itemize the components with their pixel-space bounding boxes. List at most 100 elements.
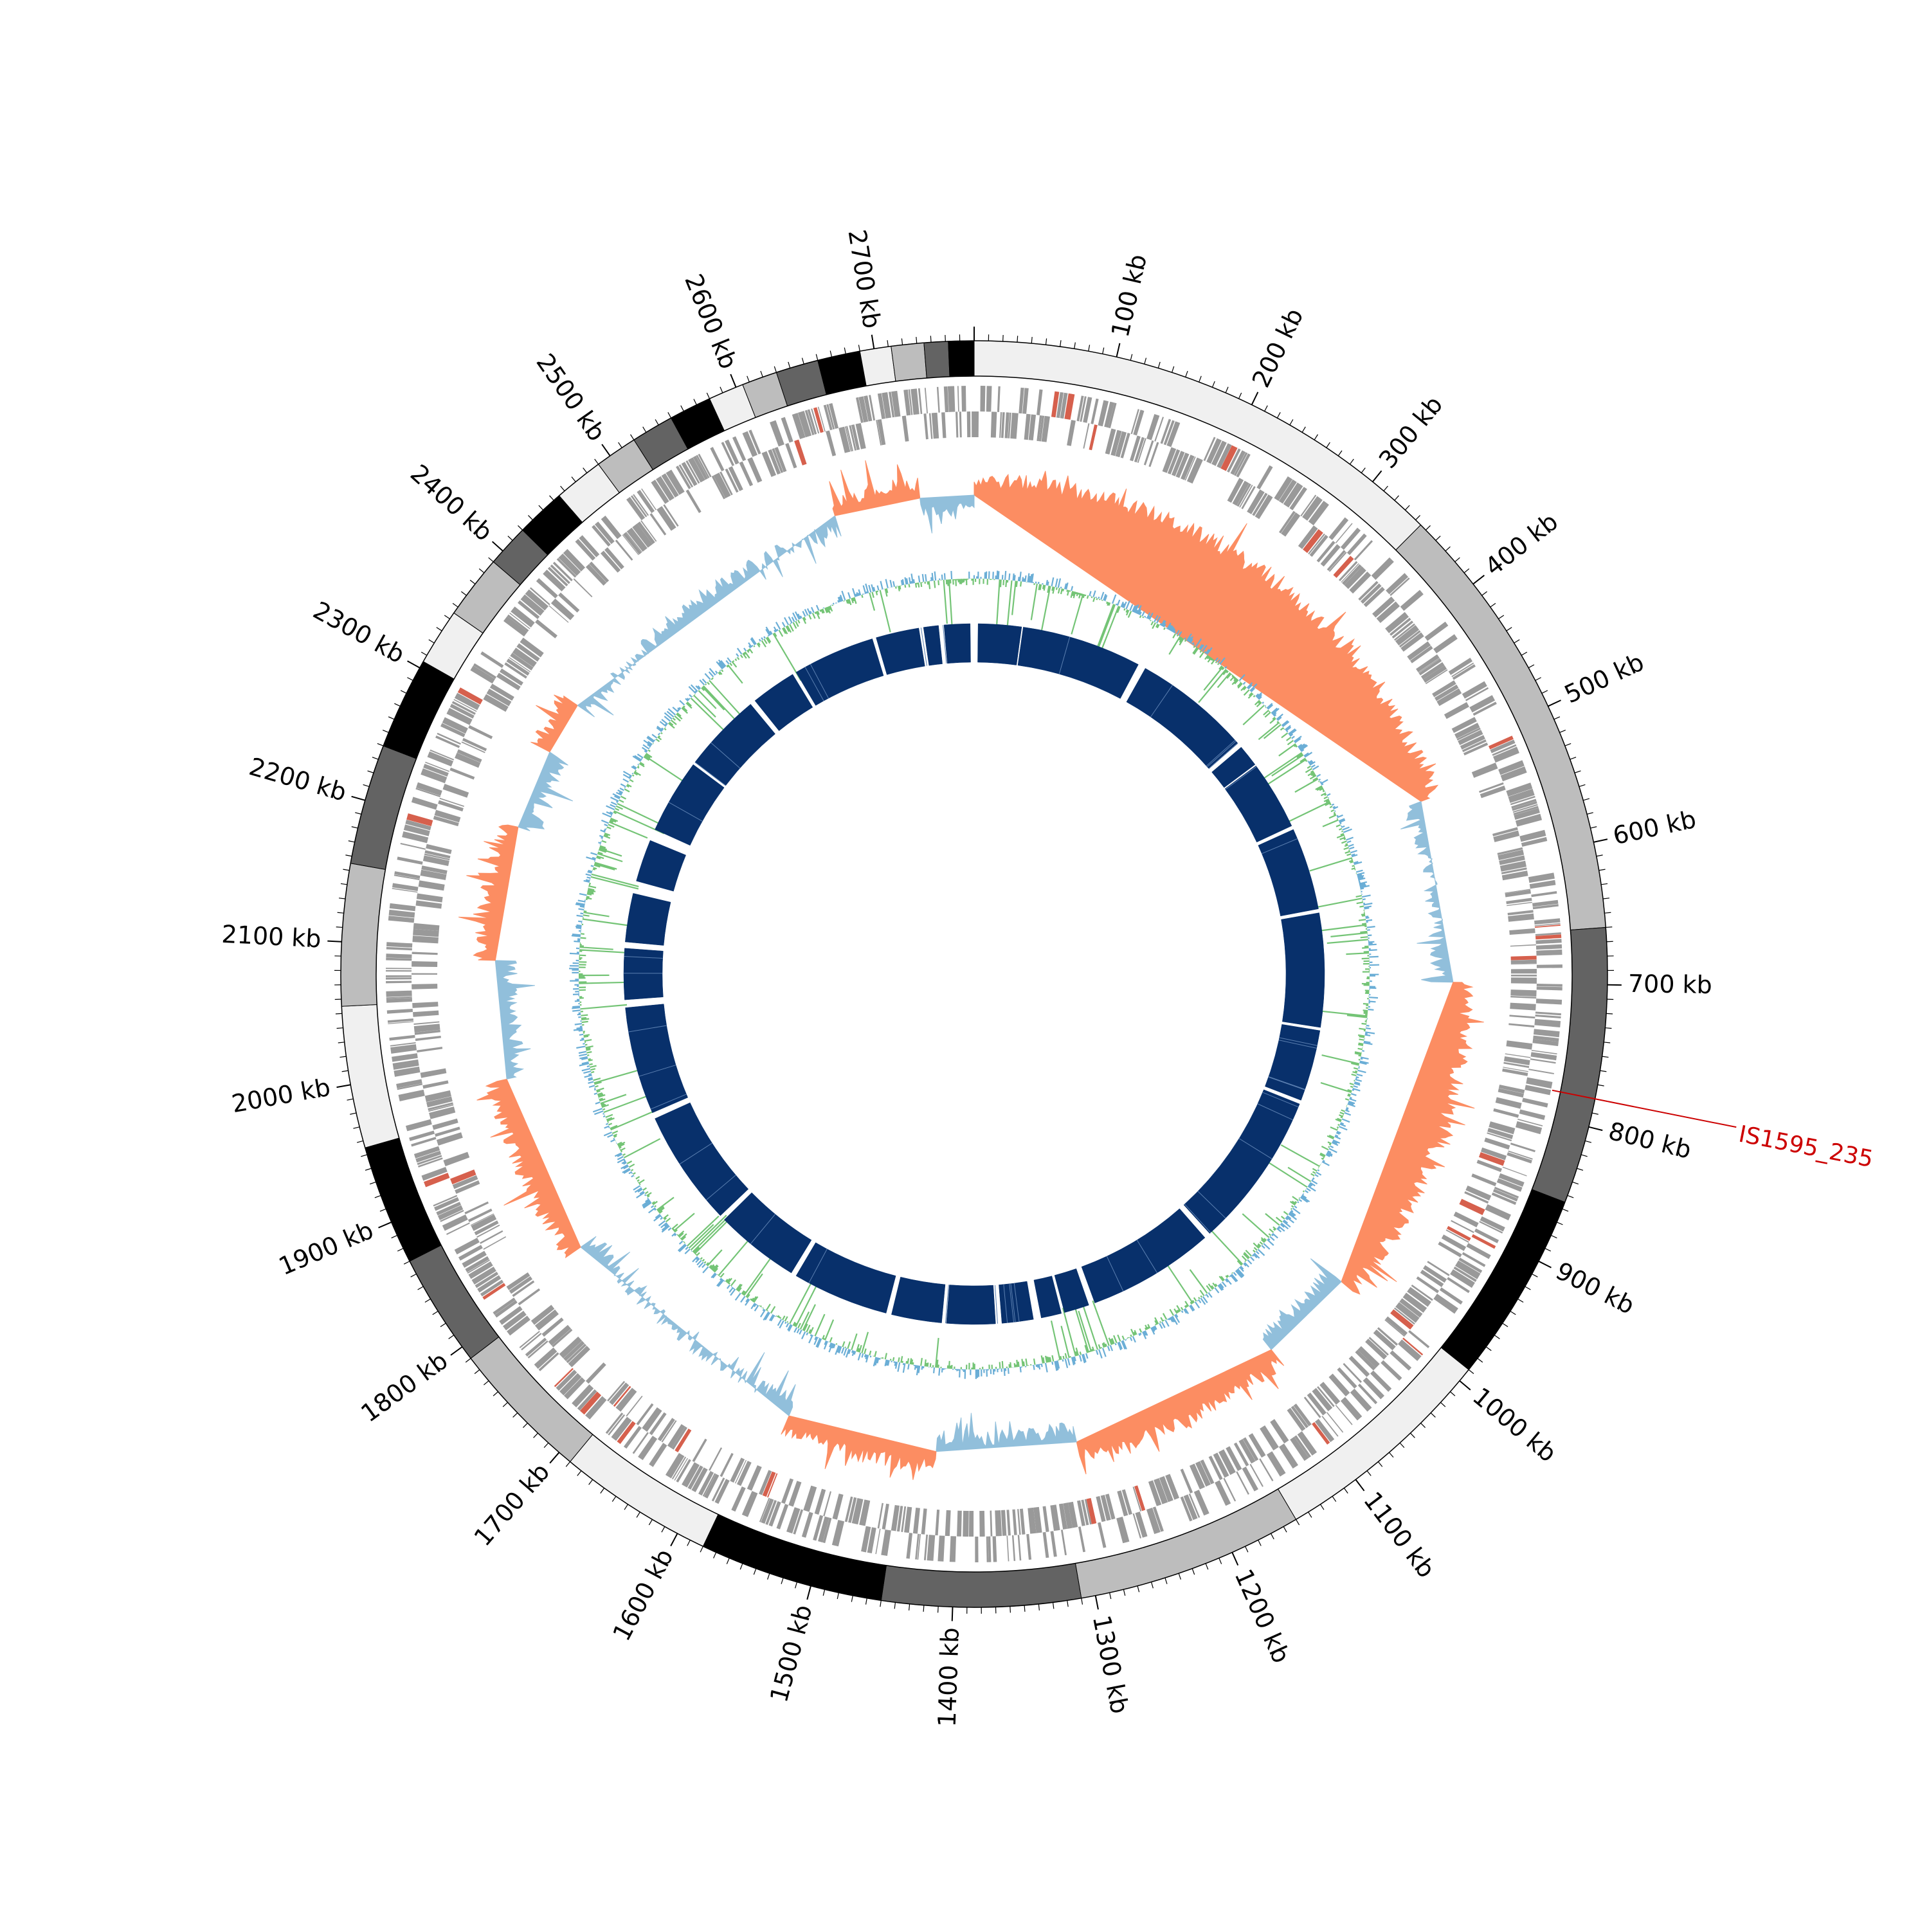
minor-tick [433,1311,438,1314]
gene-feature [770,420,784,447]
minor-tick [781,1578,783,1584]
annotation-layer: IS1595_235 [1552,1090,1875,1173]
minor-tick [1060,340,1061,347]
gc-content-low-spikes [579,579,1370,1369]
gene-track [386,386,1562,1562]
minor-tick [1575,771,1580,773]
gene-feature [921,1508,927,1534]
minor-tick [1445,546,1450,551]
gene-feature [406,1119,432,1132]
gene-feature [1006,1535,1009,1561]
gc-skew-area [920,495,974,534]
contig-track [341,341,1608,1607]
minor-tick [761,371,763,377]
gene-feature [823,1491,831,1516]
major-tick [730,374,736,387]
gene-feature [1535,1011,1561,1015]
minor-tick [1581,1155,1588,1157]
gene-feature [443,784,469,798]
minor-tick [349,841,355,842]
minor-tick [341,883,347,884]
coverage-block [891,1277,945,1323]
minor-tick [352,827,358,828]
minor-tick [1431,1413,1435,1418]
minor-tick [1024,1605,1025,1612]
major-tick [337,1085,351,1087]
gene-feature [637,490,655,513]
minor-tick [1599,869,1606,871]
gene-feature [990,1511,992,1537]
minor-tick [1053,1602,1054,1609]
gene-feature [387,1009,413,1014]
minor-tick [355,813,361,815]
tick-label: 300 kb [1373,390,1448,473]
gene-feature [412,1002,438,1008]
gene-feature [422,1080,448,1088]
gene-feature [803,1486,817,1512]
gene-feature [412,973,437,975]
gene-feature [1511,977,1537,984]
gene-feature [802,1512,813,1538]
gene-feature [386,981,412,984]
contig-block [948,341,974,377]
minor-tick [1361,468,1365,473]
gene-feature [935,1510,939,1535]
gene-feature [1037,390,1043,415]
tick-label: 2600 kb [679,270,743,373]
contig-block [860,347,896,386]
tick-label: 2400 kb [405,459,498,546]
minor-tick [1490,603,1496,607]
gene-feature [963,1511,968,1537]
coverage-block [625,893,671,945]
gene-feature [1341,528,1361,550]
minor-tick [754,1569,756,1575]
contig-ring-inner-outline [376,376,1572,1572]
tick-label: 1300 kb [1087,1613,1134,1716]
minor-tick [1067,1600,1068,1607]
minor-tick [1332,1496,1336,1501]
minor-tick [694,399,696,405]
minor-tick [916,337,917,343]
minor-tick [1271,1533,1274,1539]
coverage-block [1281,913,1325,1027]
gene-feature [1511,975,1537,977]
minor-tick [1605,1028,1611,1029]
gc-skew-area [458,825,518,961]
minor-tick [837,1593,838,1599]
gene-feature [961,386,966,411]
minor-tick [774,366,776,372]
minor-tick [720,387,723,393]
minor-tick [1577,1168,1583,1170]
minor-tick [1545,1249,1551,1251]
minor-tick [1226,387,1228,393]
gene-feature [1509,1015,1535,1018]
minor-tick [830,350,831,357]
minor-tick [901,338,902,345]
minor-tick [1245,1546,1248,1552]
coverage-block [946,1285,996,1324]
minor-tick [350,1113,356,1114]
gc-skew-area [829,460,920,516]
coverage-separator [995,1285,997,1324]
minor-tick [368,771,374,773]
coverage-block [1265,1024,1319,1100]
minor-tick [534,1433,538,1438]
minor-tick [388,717,394,719]
contig-block [703,1515,886,1601]
gene-feature [392,883,419,891]
gene-feature [1061,1530,1067,1555]
gene-feature [955,411,958,437]
gene-feature [969,1511,974,1537]
gene-feature [980,386,985,411]
minor-tick [1600,1070,1606,1072]
minor-tick [1320,1504,1323,1510]
minor-tick [361,1155,367,1157]
minor-tick [655,419,658,425]
coverage-block [923,626,942,665]
minor-tick [1309,1512,1312,1517]
major-tick [952,1607,953,1621]
coverage-block [796,1243,896,1314]
major-tick [379,1222,392,1228]
minor-tick [583,468,587,473]
